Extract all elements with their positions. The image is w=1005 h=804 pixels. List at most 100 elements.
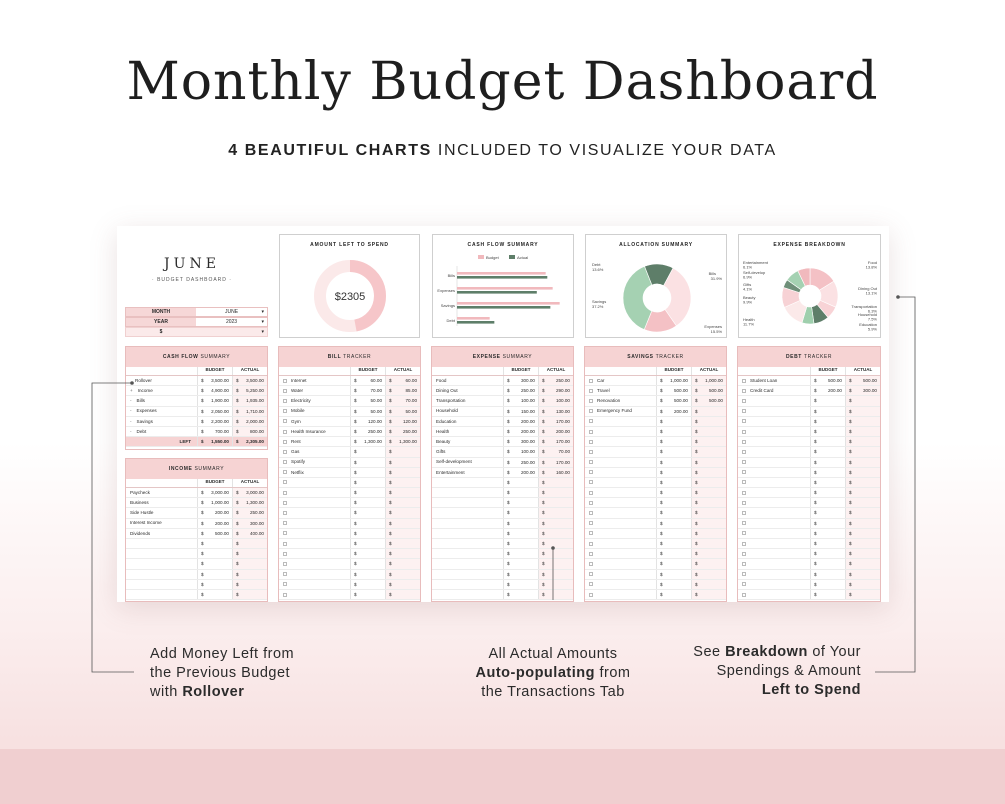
- table-row[interactable]: $ $: [432, 488, 573, 499]
- table-row[interactable]: $ $: [432, 528, 573, 539]
- table-row[interactable]: Transportation $100.00 $100.00: [432, 396, 573, 407]
- checkbox-icon[interactable]: [742, 551, 746, 556]
- checkbox-icon[interactable]: [742, 561, 746, 566]
- table-row[interactable]: $ $: [738, 447, 880, 458]
- checkbox-icon[interactable]: [589, 398, 593, 403]
- table-row[interactable]: Interest Income $200.00 $300.00: [126, 518, 267, 529]
- checkbox-icon[interactable]: [589, 551, 593, 556]
- checkbox-icon[interactable]: [742, 480, 746, 485]
- table-row[interactable]: Credit Card $200.00 $300.00: [738, 386, 880, 397]
- year-value[interactable]: 2023: [196, 318, 267, 327]
- table-row[interactable]: Electricity $50.00 $70.00: [279, 396, 420, 407]
- table-row[interactable]: Food $300.00 $250.00: [432, 376, 573, 387]
- checkbox-icon[interactable]: [283, 419, 287, 424]
- checkbox-icon[interactable]: [742, 572, 746, 577]
- checkbox-icon[interactable]: [589, 511, 593, 516]
- table-row[interactable]: Side Hustle $200.00 $250.00: [126, 508, 267, 519]
- table-row[interactable]: Entertainment $200.00 $160.00: [432, 467, 573, 478]
- month-selector[interactable]: MONTH JUNE: [125, 307, 268, 317]
- table-row[interactable]: Gas $ $: [279, 447, 420, 458]
- checkbox-icon[interactable]: [283, 378, 287, 383]
- checkbox-icon[interactable]: [283, 490, 287, 495]
- table-row[interactable]: $ $: [585, 559, 726, 570]
- checkbox-icon[interactable]: [589, 541, 593, 546]
- table-row[interactable]: Renovation $500.00 $500.00: [585, 396, 726, 407]
- table-row[interactable]: - Savings $2,200.00 $2,000.00: [126, 416, 267, 427]
- checkbox-icon[interactable]: [742, 470, 746, 475]
- checkbox-icon[interactable]: [589, 490, 593, 495]
- table-row[interactable]: Health $200.00 $200.00: [432, 426, 573, 438]
- table-row[interactable]: $ $: [585, 528, 726, 539]
- table-row[interactable]: $ $: [585, 447, 726, 458]
- table-row[interactable]: $ $: [738, 579, 880, 590]
- table-row[interactable]: Education $200.00 $170.00: [432, 416, 573, 427]
- table-row[interactable]: $ $: [279, 508, 420, 519]
- checkbox-icon[interactable]: [742, 582, 746, 587]
- table-row[interactable]: $ $: [738, 518, 880, 529]
- month-value[interactable]: JUNE: [196, 308, 267, 317]
- table-row[interactable]: $ $: [279, 518, 420, 529]
- table-row[interactable]: $ $: [738, 416, 880, 427]
- table-row[interactable]: $ $: [738, 569, 880, 580]
- checkbox-icon[interactable]: [742, 398, 746, 403]
- table-row[interactable]: Health Insurance $250.00 $250.00: [279, 426, 420, 438]
- table-row[interactable]: $ $: [279, 579, 420, 590]
- table-row[interactable]: $ $: [432, 539, 573, 550]
- table-row[interactable]: $ $: [738, 477, 880, 489]
- table-row[interactable]: Dividends $500.00 $400.00: [126, 528, 267, 539]
- table-row[interactable]: $ $: [585, 569, 726, 580]
- checkbox-icon[interactable]: [742, 541, 746, 546]
- table-row[interactable]: $ $: [279, 488, 420, 499]
- table-row[interactable]: $ $: [585, 467, 726, 478]
- table-row[interactable]: $ $: [585, 457, 726, 468]
- table-row[interactable]: $ $: [738, 508, 880, 519]
- table-row[interactable]: Rollover $3,500.00 $3,500.00: [126, 376, 267, 387]
- checkbox-icon[interactable]: [283, 429, 287, 434]
- table-row[interactable]: Emergency Fund $200.00 $: [585, 406, 726, 417]
- table-row[interactable]: $ $: [432, 518, 573, 529]
- checkbox-icon[interactable]: [742, 419, 746, 424]
- table-row[interactable]: $ $: [738, 589, 880, 601]
- checkbox-icon[interactable]: [283, 439, 287, 444]
- table-row[interactable]: $ $: [738, 549, 880, 560]
- table-row[interactable]: $ $: [738, 406, 880, 417]
- table-row[interactable]: $ $: [738, 396, 880, 407]
- table-row[interactable]: $ $: [738, 457, 880, 468]
- table-row[interactable]: $ $: [279, 498, 420, 509]
- table-row[interactable]: $ $: [738, 539, 880, 550]
- table-row[interactable]: $ $: [432, 559, 573, 570]
- checkbox-icon[interactable]: [283, 592, 287, 597]
- table-row[interactable]: $ $: [585, 437, 726, 448]
- checkbox-icon[interactable]: [742, 490, 746, 495]
- table-row[interactable]: Household $150.00 $130.00: [432, 406, 573, 417]
- checkbox-icon[interactable]: [283, 582, 287, 587]
- table-row[interactable]: $ $: [432, 508, 573, 519]
- table-row[interactable]: Student Loan $500.00 $500.00: [738, 376, 880, 387]
- checkbox-icon[interactable]: [589, 531, 593, 536]
- table-row[interactable]: $ $: [738, 528, 880, 539]
- table-row[interactable]: $ $: [279, 589, 420, 601]
- checkbox-icon[interactable]: [589, 460, 593, 465]
- checkbox-icon[interactable]: [283, 460, 287, 465]
- table-row[interactable]: Spotify $ $: [279, 457, 420, 468]
- table-row[interactable]: $ $: [585, 589, 726, 601]
- checkbox-icon[interactable]: [589, 378, 593, 383]
- table-row[interactable]: $ $: [738, 498, 880, 509]
- checkbox-icon[interactable]: [742, 500, 746, 505]
- table-row[interactable]: $ $: [585, 549, 726, 560]
- table-row[interactable]: $ $: [279, 539, 420, 550]
- table-row[interactable]: $ $: [432, 549, 573, 560]
- checkbox-icon[interactable]: [589, 429, 593, 434]
- checkbox-icon[interactable]: [589, 592, 593, 597]
- checkbox-icon[interactable]: [283, 480, 287, 485]
- table-row[interactable]: $ $: [279, 569, 420, 580]
- table-row[interactable]: $ $: [432, 569, 573, 580]
- checkbox-icon[interactable]: [589, 409, 593, 414]
- checkbox-icon[interactable]: [283, 449, 287, 454]
- table-row[interactable]: - Debt $700.00 $800.00: [126, 426, 267, 438]
- table-row[interactable]: $ $: [585, 426, 726, 438]
- table-row[interactable]: $ $: [585, 477, 726, 489]
- table-row[interactable]: Rent $1,300.00 $1,300.00: [279, 437, 420, 448]
- checkbox-icon[interactable]: [589, 572, 593, 577]
- table-row[interactable]: Gym $120.00 $120.00: [279, 416, 420, 427]
